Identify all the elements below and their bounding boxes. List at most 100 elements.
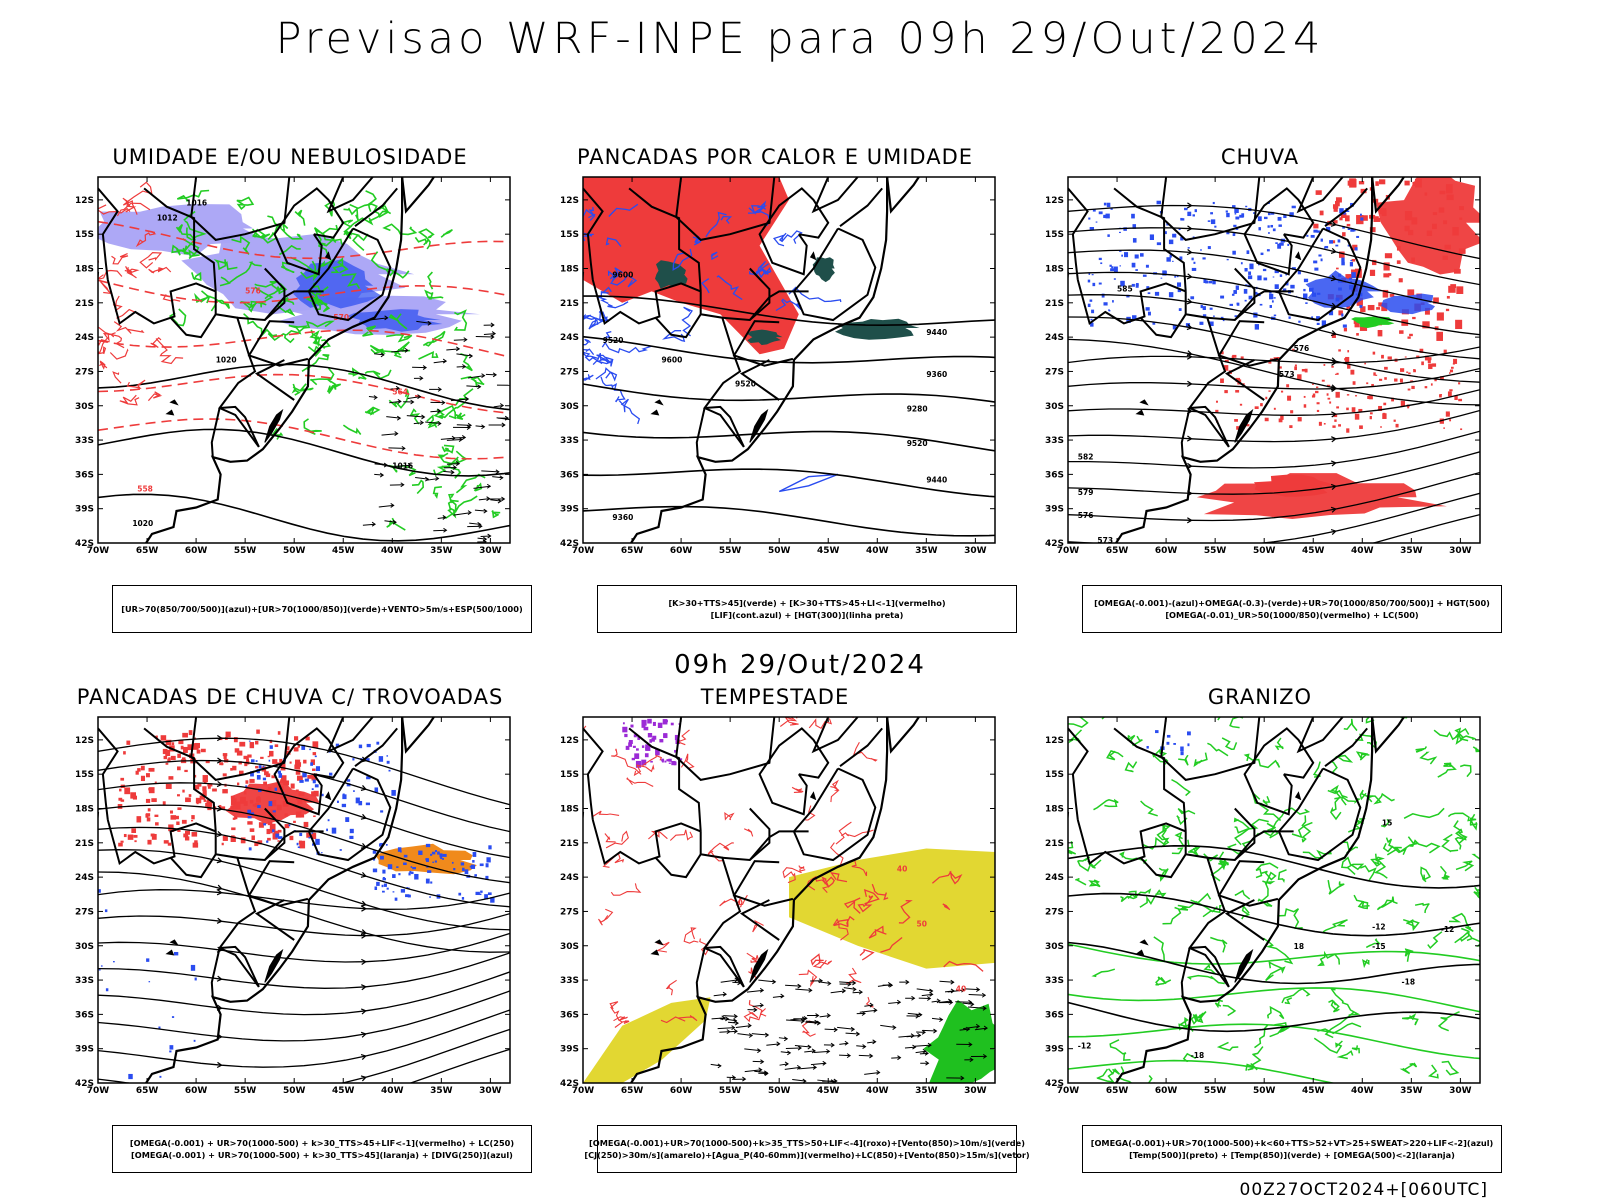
lat-tick-label: 33S xyxy=(560,436,579,446)
panel-umidade: UMIDADE E/OU NEBULOSIDADE 1016 1012 1020 576… xyxy=(60,145,532,633)
lat-tick-label: 21S xyxy=(560,299,579,309)
contour-label: 1020 xyxy=(132,519,153,528)
lat-tick-label: 42S xyxy=(560,1079,579,1089)
lon-tick-label: 40W xyxy=(381,546,404,556)
panel-title: GRANIZO xyxy=(1207,685,1313,709)
lat-tick-label: 12S xyxy=(560,736,579,746)
lon-tick-label: 45W xyxy=(332,546,355,556)
contour-label: 576 xyxy=(245,287,261,296)
contour-label: 585 xyxy=(1117,284,1133,293)
lat-tick-label: 21S xyxy=(1045,839,1064,849)
map-layers xyxy=(98,717,510,1083)
contour-label: -12 xyxy=(1441,925,1455,934)
legend-line: [LIF](cont.azul) + [HGT(300)](linha pret… xyxy=(710,610,904,620)
legend-box: [K>30+TTS>45](verde) + [K>30+TTS>45+LI<-… xyxy=(597,585,1017,633)
lon-tick-label: 50W xyxy=(768,1086,791,1096)
legend-line: [OMEGA(-0.001)-(azul)+OMEGA(-0.3)-(verde… xyxy=(1094,598,1490,608)
lon-tick-label: 70W xyxy=(1057,1086,1080,1096)
lon-tick-label: 65W xyxy=(136,1086,159,1096)
lat-tick-label: 21S xyxy=(75,299,94,309)
lon-tick-label: 35W xyxy=(1400,546,1423,556)
lat-tick-label: 15S xyxy=(1045,770,1064,780)
panel-pancadas-calor: PANCADAS POR CALOR E UMIDADE 9600 9520 9600… xyxy=(545,145,1017,633)
contour-label: 40 xyxy=(897,864,907,873)
contour-label: 9360 xyxy=(612,513,633,522)
contour-label: 570 xyxy=(333,313,349,322)
lat-tick-label: 15S xyxy=(75,230,94,240)
lon-tick-label: 35W xyxy=(915,1086,938,1096)
lat-tick-label: 30S xyxy=(560,942,579,952)
lat-tick-label: 18S xyxy=(560,265,579,275)
contour-label: 1016 xyxy=(186,199,207,208)
contour-label: 9600 xyxy=(661,355,682,364)
main-title: Previsao WRF-INPE para 09h 29/Out/2024 xyxy=(275,14,1325,64)
panel-title: PANCADAS DE CHUVA C/ TROVOADAS xyxy=(76,685,504,709)
lat-tick-label: 27S xyxy=(560,907,579,917)
lat-tick-label: 21S xyxy=(1045,299,1064,309)
lat-tick-label: 42S xyxy=(560,539,579,549)
lat-tick-label: 24S xyxy=(75,333,94,343)
legend-box: [UR>70(850/700/500)](azul)+[UR>70(1000/8… xyxy=(112,585,532,633)
weather-map: 1016 1012 1020 576 570 564 558 1016 1020 12S 15S 18… xyxy=(75,176,511,556)
lon-tick-label: 50W xyxy=(1253,1086,1276,1096)
contour-label: 1016 xyxy=(392,462,413,471)
lat-tick-label: 36S xyxy=(560,1010,579,1020)
contour-label: 50 xyxy=(917,919,927,928)
lat-tick-label: 33S xyxy=(75,976,94,986)
contour-label: -18 xyxy=(1402,978,1416,987)
lon-tick-label: 50W xyxy=(283,546,306,556)
contour-label: 9280 xyxy=(907,404,928,413)
lon-tick-label: 60W xyxy=(670,546,693,556)
lon-tick-label: 65W xyxy=(136,546,159,556)
weather-map: 585 582 579 576 573 576 573 12S 15S 18S 21S 24S 27S 3… xyxy=(1045,176,1481,556)
lat-tick-label: 12S xyxy=(75,196,94,206)
lat-tick-label: 30S xyxy=(1045,942,1064,952)
lat-tick-label: 27S xyxy=(75,367,94,377)
weather-map: -12 -15 -18 -12 -18 -12 15 18 12S 15S 18S 21S 24S 27S… xyxy=(1045,716,1481,1096)
lon-tick-label: 60W xyxy=(1155,1086,1178,1096)
lon-tick-label: 55W xyxy=(1204,546,1227,556)
contour-label: 573 xyxy=(1279,370,1295,379)
lat-tick-label: 12S xyxy=(560,196,579,206)
legend-box: [OMEGA(-0.001) + UR>70(1000-500) + k>30_… xyxy=(112,1125,532,1173)
lon-tick-label: 30W xyxy=(964,1086,987,1096)
run-info-footer: 00Z27OCT2024+[060UTC] xyxy=(1239,1180,1488,1200)
panel-tempestade: TEMPESTADE 40 50 40 12S 15S 18S 21S 24S 27S 30S 33S… xyxy=(545,685,1030,1173)
lon-tick-label: 35W xyxy=(1400,1086,1423,1096)
map-layers: 40 50 40 xyxy=(583,717,995,1083)
legend-line: [OMEGA(-0.001) + UR>70(1000-500) + k>30_… xyxy=(129,1138,515,1148)
contour-label: 564 xyxy=(392,387,408,396)
lat-tick-label: 30S xyxy=(1045,402,1064,412)
contour-label: -18 xyxy=(1191,1051,1205,1060)
lon-tick-label: 55W xyxy=(719,546,742,556)
lat-tick-label: 36S xyxy=(560,470,579,480)
lon-tick-label: 30W xyxy=(479,546,502,556)
lat-tick-label: 39S xyxy=(1045,505,1064,515)
lon-tick-label: 70W xyxy=(1057,546,1080,556)
legend-line: [Temp(500)](preto) + [Temp(850)](verde) … xyxy=(1129,1150,1455,1160)
lat-tick-label: 24S xyxy=(1045,333,1064,343)
lon-tick-label: 50W xyxy=(283,1086,306,1096)
lat-tick-label: 24S xyxy=(560,873,579,883)
lat-tick-label: 12S xyxy=(1045,736,1064,746)
contour-label: 576 xyxy=(1078,511,1094,520)
lon-tick-label: 70W xyxy=(572,546,595,556)
lon-tick-label: 60W xyxy=(185,546,208,556)
contour-label: 579 xyxy=(1078,488,1094,497)
legend-box: [OMEGA(-0.001)-(azul)+OMEGA(-0.3)-(verde… xyxy=(1082,585,1502,633)
lon-tick-label: 40W xyxy=(866,546,889,556)
lat-tick-label: 24S xyxy=(560,333,579,343)
panel-pancadas-trovoadas: PANCADAS DE CHUVA C/ TROVOADAS 12S 15S 18S 2… xyxy=(60,685,532,1173)
lon-tick-label: 55W xyxy=(1204,1086,1227,1096)
lon-tick-label: 65W xyxy=(1106,1086,1129,1096)
legend-box: [OMEGA(-0.001)+UR>70(1000-500)+k<60+TTS>… xyxy=(1082,1125,1502,1173)
panel-chuva: CHUVA 585 582 579 576 573 576 573 12S 15S 18S 21S 24… xyxy=(1030,145,1502,633)
map-layers: 9600 9520 9600 9520 9440 9360 9280 9520 9440 9360 xyxy=(583,177,995,543)
contour-label: 40 xyxy=(956,985,966,994)
contour-label: 9440 xyxy=(926,475,947,484)
lat-tick-label: 18S xyxy=(560,805,579,815)
lat-tick-label: 18S xyxy=(1045,265,1064,275)
lat-tick-label: 12S xyxy=(1045,196,1064,206)
map-layers: 1016 1012 1020 576 570 564 558 1016 1020 xyxy=(98,177,510,543)
lat-tick-label: 39S xyxy=(1045,1045,1064,1055)
